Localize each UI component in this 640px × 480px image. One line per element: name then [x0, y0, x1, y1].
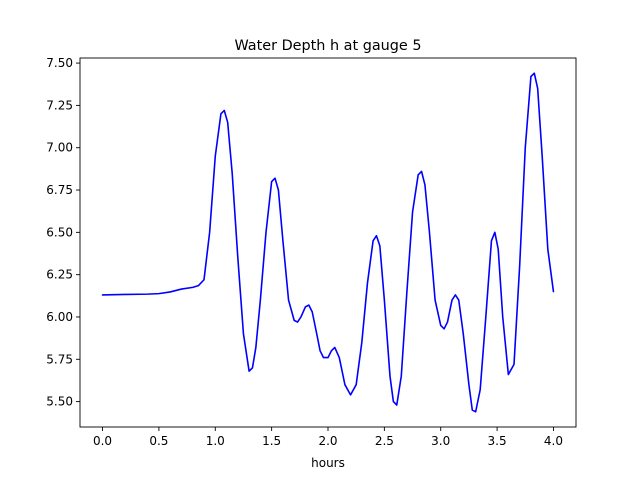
series-line-0: [101, 72, 555, 413]
y-tick-label: 6.75: [46, 183, 73, 197]
x-tick-label: 1.5: [262, 434, 281, 448]
x-tick-label: 2.5: [375, 434, 394, 448]
y-tick-label: 5.50: [46, 395, 73, 409]
y-tick-label: 6.00: [46, 310, 73, 324]
plot-area: [101, 72, 555, 413]
y-tick-label: 5.75: [46, 352, 73, 366]
x-tick-label: 0.0: [93, 434, 112, 448]
y-tick-label: 6.25: [46, 268, 73, 282]
x-tick-label: 3.5: [488, 434, 507, 448]
x-tick-label: 1.0: [206, 434, 225, 448]
x-axis-label: hours: [311, 456, 345, 470]
chart-title: Water Depth h at gauge 5: [234, 38, 421, 54]
y-tick-label: 7.25: [46, 98, 73, 112]
x-tick-label: 2.0: [318, 434, 337, 448]
axes: 0.0 0.5 1.0 1.5 2.0 2.5 3.0 3.5 4.0 5.50 5.75 6.00 6…: [46, 56, 577, 448]
x-tick-label: 3.0: [431, 434, 450, 448]
y-tick-label: 7.00: [46, 141, 73, 155]
x-tick-label: 0.5: [149, 434, 168, 448]
x-tick-label: 4.0: [544, 434, 563, 448]
y-tick-label: 7.50: [46, 56, 73, 70]
y-tick-label: 6.50: [46, 225, 73, 239]
